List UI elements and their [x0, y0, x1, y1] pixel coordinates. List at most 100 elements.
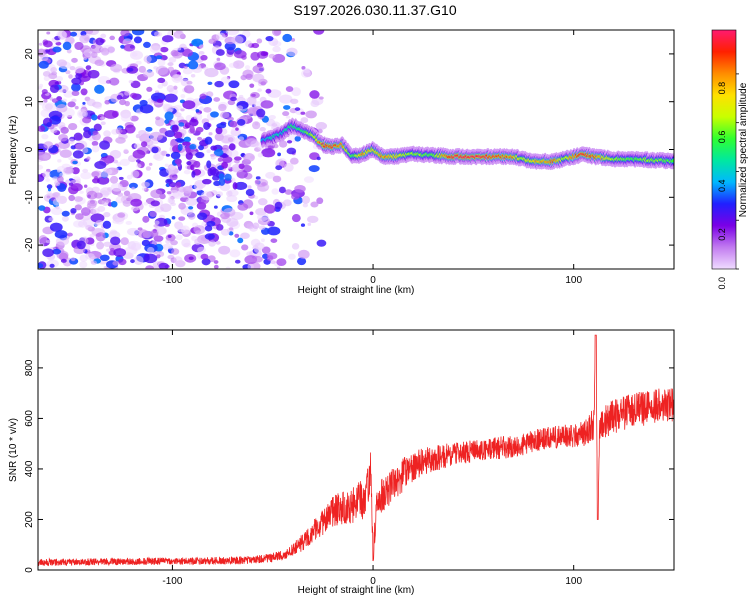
- noise-blob: [128, 80, 134, 84]
- noise-blob: [152, 153, 161, 160]
- noise-blob: [94, 84, 105, 94]
- noise-blob: [142, 215, 150, 223]
- noise-blob: [318, 96, 324, 100]
- heatmap-y-axis-label: Frequency (Hz): [8, 116, 19, 185]
- noise-blob: [124, 246, 138, 256]
- noise-blob: [218, 103, 227, 112]
- noise-blob: [218, 177, 226, 186]
- noise-blob: [70, 257, 76, 262]
- noise-blob: [270, 238, 278, 243]
- noise-blob: [183, 85, 195, 94]
- noise-blob: [62, 41, 72, 51]
- noise-blob: [46, 195, 51, 199]
- noise-blob: [91, 140, 99, 146]
- noise-blob: [268, 53, 276, 59]
- noise-blob: [77, 220, 88, 228]
- noise-blob: [313, 30, 325, 35]
- noise-blob: [283, 162, 294, 172]
- noise-blob: [138, 65, 146, 73]
- noise-blob: [82, 116, 92, 124]
- noise-blob: [141, 181, 150, 188]
- noise-blob: [79, 254, 88, 262]
- noise-blob: [187, 60, 199, 70]
- noise-blob: [303, 176, 314, 183]
- heatmap-y-ticks: -20 -10 0 10 20: [24, 48, 674, 252]
- x-tick-label: 0: [370, 275, 376, 286]
- snr-y-axis-label: SNR (10 * v/v): [8, 418, 19, 482]
- noise-blob: [76, 240, 86, 250]
- noise-blob: [255, 176, 261, 180]
- noise-blob: [210, 155, 216, 160]
- noise-blob: [190, 164, 195, 171]
- noise-blob: [271, 188, 279, 195]
- noise-blob: [207, 168, 213, 177]
- noise-blob: [71, 167, 80, 175]
- heatmap-x-axis-label: Height of straight line (km): [298, 285, 415, 296]
- noise-blob: [228, 227, 234, 231]
- noise-blob: [241, 244, 249, 251]
- noise-blob: [42, 248, 54, 257]
- noise-blob: [251, 42, 260, 49]
- noise-blob: [94, 59, 105, 67]
- noise-blob: [94, 192, 103, 199]
- noise-blob: [238, 94, 244, 98]
- noise-blob: [265, 88, 272, 94]
- noise-blob: [220, 135, 231, 144]
- noise-blob: [215, 240, 221, 245]
- noise-blob: [80, 207, 91, 216]
- noise-blob: [158, 262, 169, 269]
- noise-blob: [316, 239, 327, 247]
- noise-blob: [38, 164, 44, 170]
- noise-blob: [51, 71, 58, 76]
- noise-blob: [254, 242, 265, 250]
- noise-blob: [228, 80, 240, 89]
- noise-blob: [277, 152, 281, 157]
- noise-blob: [50, 67, 58, 73]
- noise-blob: [135, 163, 142, 169]
- noise-blob: [204, 67, 219, 78]
- noise-blob: [221, 161, 228, 169]
- noise-blob: [217, 157, 223, 162]
- noise-blob: [182, 67, 193, 75]
- noise-blob: [51, 207, 63, 216]
- noise-blob: [262, 253, 269, 260]
- noise-blob: [59, 149, 72, 158]
- noise-blob: [256, 108, 266, 118]
- noise-blob: [173, 131, 183, 139]
- noise-blob: [206, 220, 216, 227]
- noise-blob: [215, 191, 224, 197]
- noise-blob: [307, 215, 319, 224]
- noise-blob: [227, 116, 234, 121]
- noise-blob: [267, 226, 281, 236]
- noise-blob: [303, 68, 311, 74]
- noise-blob: [103, 241, 112, 247]
- noise-blob: [55, 236, 70, 246]
- noise-blob: [99, 171, 110, 178]
- noise-blob: [218, 173, 225, 180]
- noise-blob: [193, 112, 203, 121]
- noise-blob: [131, 30, 145, 36]
- noise-blob: [274, 201, 283, 210]
- noise-blob: [100, 33, 107, 39]
- noise-blob: [43, 75, 50, 82]
- x-tick-label: -100: [162, 275, 182, 286]
- noise-blob: [249, 83, 255, 88]
- noise-blob: [74, 105, 79, 110]
- noise-blob: [276, 258, 287, 267]
- noise-blob: [159, 46, 169, 53]
- noise-blob: [49, 84, 60, 93]
- noise-blob: [126, 227, 140, 236]
- noise-blob: [183, 65, 188, 69]
- y-tick-label: 400: [24, 460, 35, 477]
- noise-blob: [143, 41, 151, 49]
- noise-blob: [195, 151, 205, 159]
- noise-blob: [275, 165, 283, 171]
- noise-blob: [265, 36, 274, 42]
- noise-blob: [49, 263, 55, 268]
- noise-blob: [294, 107, 301, 111]
- noise-blob: [120, 30, 130, 37]
- noise-blob: [71, 82, 81, 92]
- noise-blob: [316, 156, 321, 161]
- noise-blob: [252, 256, 263, 263]
- noise-blob: [178, 122, 185, 127]
